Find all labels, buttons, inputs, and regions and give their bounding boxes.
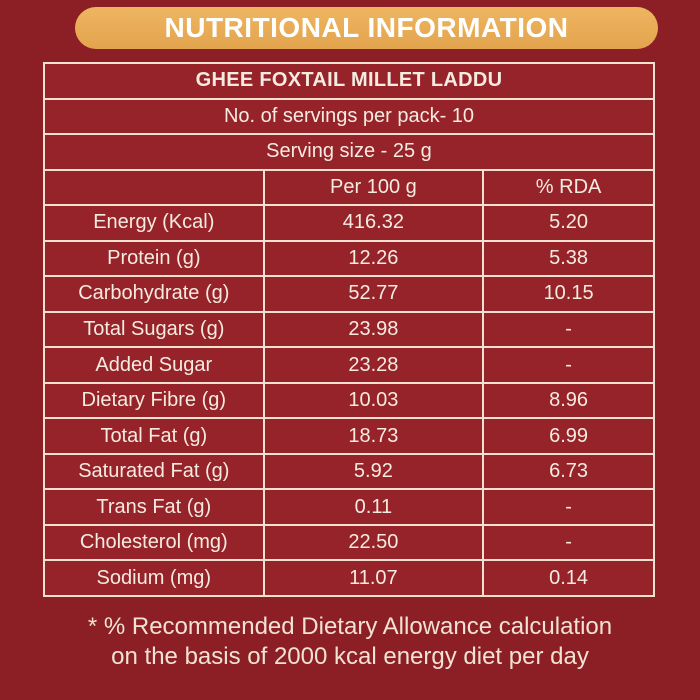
table-row: Protein (g) 12.26 5.38 (43, 239, 655, 278)
row-label: Sodium (mg) (43, 559, 265, 597)
servings-row: No. of servings per pack- 10 (43, 97, 655, 136)
row-label: Protein (g) (43, 239, 265, 278)
row-per100g: 12.26 (262, 239, 485, 278)
row-rda: - (482, 346, 655, 384)
row-rda: 10.15 (482, 275, 655, 313)
table-row: Sodium (mg) 11.07 0.14 (43, 559, 655, 597)
table-row: Total Sugars (g) 23.98 - (43, 310, 655, 349)
row-per100g: 11.07 (262, 559, 485, 597)
product-title: GHEE FOXTAIL MILLET LADDU (43, 62, 655, 100)
row-label: Carbohydrate (g) (43, 275, 265, 313)
column-header-rda: % RDA (482, 168, 655, 207)
row-rda: 6.73 (482, 452, 655, 491)
row-per100g: 52.77 (262, 275, 485, 313)
row-per100g: 23.98 (262, 310, 485, 349)
table-row: Trans Fat (g) 0.11 - (43, 488, 655, 526)
column-header-empty (43, 168, 265, 207)
table-row: Energy (Kcal) 416.32 5.20 (43, 204, 655, 242)
column-header-per100g: Per 100 g (262, 168, 485, 207)
row-per100g: 18.73 (262, 417, 485, 455)
table-row: Total Fat (g) 18.73 6.99 (43, 417, 655, 455)
row-per100g: 416.32 (262, 204, 485, 242)
nutrition-table: GHEE FOXTAIL MILLET LADDU No. of serving… (43, 62, 655, 597)
table-row: Cholesterol (mg) 22.50 - (43, 523, 655, 562)
title-banner: NUTRITIONAL INFORMATION (75, 7, 658, 49)
footer-note: * % Recommended Dietary Allowance calcul… (0, 612, 700, 672)
row-label: Total Sugars (g) (43, 310, 265, 349)
servings-per-pack: No. of servings per pack- 10 (43, 97, 655, 136)
row-per100g: 5.92 (262, 452, 485, 491)
footer-note-line2: on the basis of 2000 kcal energy diet pe… (111, 643, 589, 670)
row-rda: 0.14 (482, 559, 655, 597)
row-rda: - (482, 488, 655, 526)
row-label: Cholesterol (mg) (43, 523, 265, 562)
table-row: Added Sugar 23.28 - (43, 346, 655, 384)
row-rda: 5.20 (482, 204, 655, 242)
row-label: Energy (Kcal) (43, 204, 265, 242)
row-per100g: 22.50 (262, 523, 485, 562)
row-per100g: 10.03 (262, 381, 485, 420)
row-label: Saturated Fat (g) (43, 452, 265, 491)
product-title-row: GHEE FOXTAIL MILLET LADDU (43, 62, 655, 100)
table-row: Carbohydrate (g) 52.77 10.15 (43, 275, 655, 313)
row-per100g: 0.11 (262, 488, 485, 526)
row-label: Added Sugar (43, 346, 265, 384)
row-rda: 5.38 (482, 239, 655, 278)
row-rda: 6.99 (482, 417, 655, 455)
page-title: NUTRITIONAL INFORMATION (164, 12, 569, 43)
row-rda: - (482, 310, 655, 349)
column-header-row: Per 100 g % RDA (43, 168, 655, 207)
table-row: Dietary Fibre (g) 10.03 8.96 (43, 381, 655, 420)
row-rda: - (482, 523, 655, 562)
row-per100g: 23.28 (262, 346, 485, 384)
row-label: Trans Fat (g) (43, 488, 265, 526)
row-label: Dietary Fibre (g) (43, 381, 265, 420)
footer-note-line1: * % Recommended Dietary Allowance calcul… (87, 613, 613, 640)
row-rda: 8.96 (482, 381, 655, 420)
serving-size: Serving size - 25 g (43, 133, 655, 171)
row-label: Total Fat (g) (43, 417, 265, 455)
table-row: Saturated Fat (g) 5.92 6.73 (43, 452, 655, 491)
serving-size-row: Serving size - 25 g (43, 133, 655, 171)
